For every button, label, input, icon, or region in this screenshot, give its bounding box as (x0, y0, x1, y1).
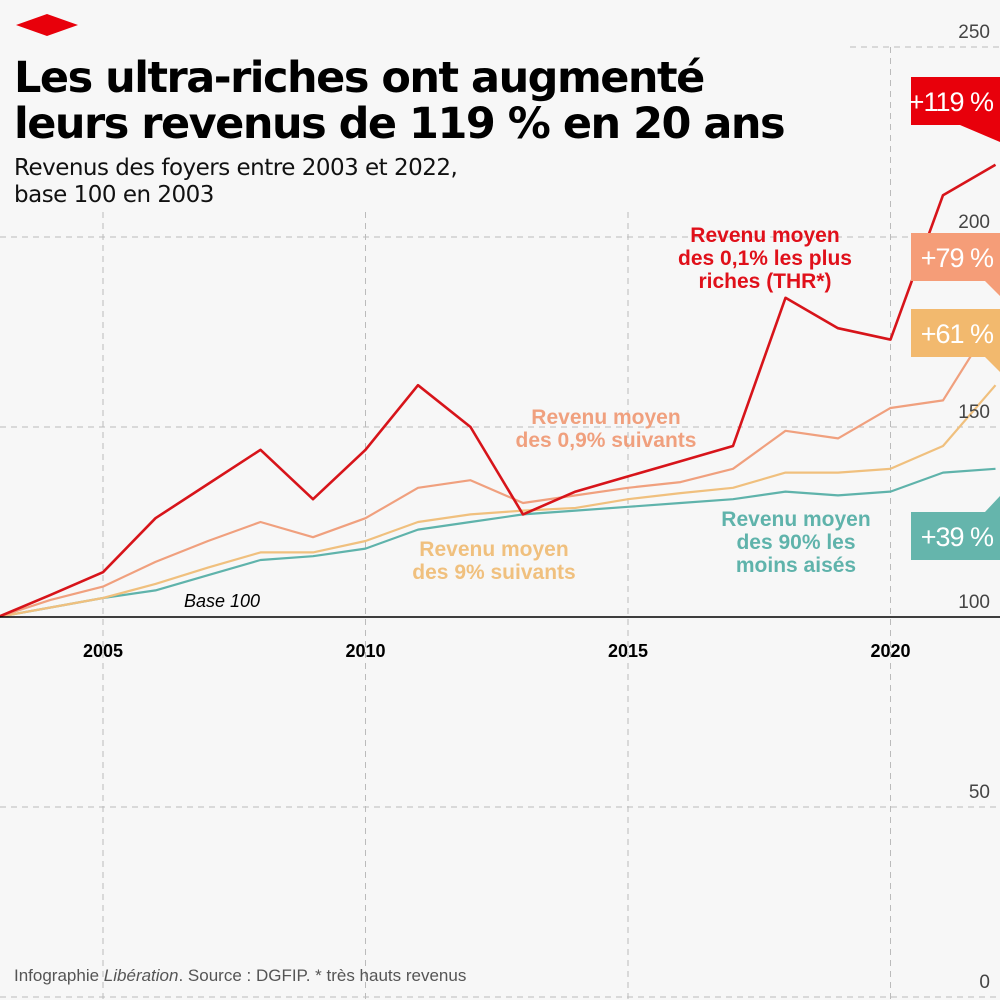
title-line-1: Les ultra-riches ont augmenté (14, 53, 705, 103)
change-label: +39 % (921, 522, 994, 552)
change-box-pointer (985, 357, 1000, 372)
x-tick-label: 2015 (608, 641, 648, 661)
series-label: des 0,1% les plus (678, 247, 852, 270)
change-boxes: +119 % +79 % +61 % +39 % (909, 77, 1000, 560)
series-label: moins aisés (736, 554, 856, 577)
subtitle-line-2: base 100 en 2003 (14, 182, 214, 208)
y-tick-label: 200 (958, 212, 990, 233)
x-tick-label: 2005 (83, 641, 123, 661)
series-label: Revenu moyen (721, 508, 870, 531)
credit-prefix: Infographie (14, 966, 104, 985)
series-label: Revenu moyen (419, 538, 568, 561)
series-label: Revenu moyen (531, 406, 680, 429)
series-label: des 0,9% suivants (516, 429, 697, 452)
change-box (911, 77, 1000, 125)
title-line-2: leurs revenus de 119 % en 20 ans (14, 99, 786, 149)
y-tick-label: 250 (958, 22, 990, 43)
axes: 0 50 100 150 200 250 2005 2010 2015 2020 Base 100 (0, 22, 1000, 993)
chart-subtitle: Revenus des foyers entre 2003 et 2022, ba… (14, 155, 784, 209)
series-line (0, 467, 996, 618)
change-box (911, 512, 1000, 560)
liberation-logo-icon (16, 14, 78, 36)
series-label: des 9% suivants (412, 561, 575, 584)
chart-title: Les ultra-riches ont augmenté leurs reven… (14, 53, 786, 149)
x-tick-label: 2010 (345, 641, 385, 661)
y-tick-label: 50 (969, 782, 990, 803)
change-box-pointer (985, 496, 1000, 512)
footer-source: Infographie Libération. Source : DGFIP. … (14, 966, 466, 986)
credit-brand: Libération (103, 966, 179, 985)
series-label: Revenu moyen (690, 224, 839, 247)
series-line (0, 316, 997, 618)
baseline-label: Base 100 (184, 591, 260, 611)
change-box-pointer (985, 281, 1000, 296)
change-label: +61 % (921, 319, 994, 349)
series-lines (0, 163, 997, 618)
change-box-pointer (960, 125, 1000, 142)
change-box (911, 309, 1000, 357)
subtitle-line-1: Revenus des foyers entre 2003 et 2022, (14, 155, 458, 181)
y-tick-label: 150 (958, 402, 990, 423)
series-label: des 90% les (736, 531, 855, 554)
change-label: +119 % (909, 87, 994, 117)
change-label: +79 % (921, 243, 994, 273)
source-text: . Source : DGFIP. * très hauts revenus (178, 966, 467, 985)
series-line (0, 163, 997, 618)
change-box (911, 233, 1000, 281)
series-line (0, 384, 997, 618)
x-tick-label: 2020 (870, 641, 910, 661)
series-label: riches (THR*) (698, 270, 831, 293)
y-tick-label: 0 (979, 972, 990, 993)
title-block: Les ultra-riches ont augmenté leurs reven… (14, 10, 795, 209)
y-tick-label: 100 (958, 592, 990, 613)
